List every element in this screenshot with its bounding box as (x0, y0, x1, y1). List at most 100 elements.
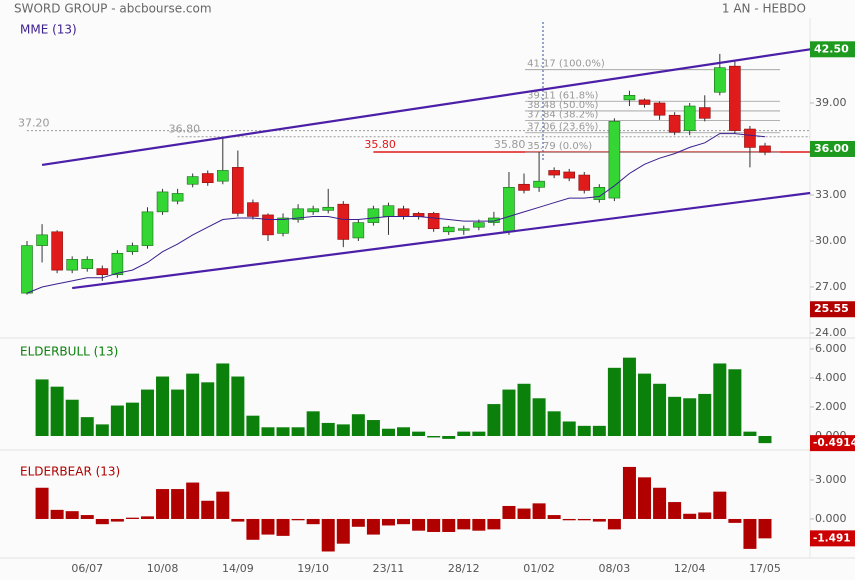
bar (306, 411, 320, 436)
bar (65, 511, 79, 519)
x-tick-label: 17/05 (749, 562, 781, 575)
candle-body (503, 187, 515, 233)
candle-body (96, 268, 109, 276)
candle-body (488, 217, 500, 223)
candle-body (382, 205, 395, 217)
candle-body (714, 67, 726, 93)
bar (472, 431, 486, 436)
bar (80, 515, 94, 519)
bar (397, 518, 411, 525)
candle-body (81, 259, 94, 269)
bar (156, 489, 170, 519)
candle-body (322, 206, 335, 211)
level-label: 35.80 (364, 138, 396, 151)
bar (140, 516, 154, 519)
price-tag-label: 36.00 (814, 142, 849, 155)
y-tick-label: 3.000 (815, 473, 847, 486)
candle-body (427, 213, 440, 230)
bar (683, 398, 697, 436)
candle-body (698, 107, 711, 119)
candle-body (518, 183, 530, 191)
candle-body (262, 214, 274, 236)
candle-body (608, 121, 621, 199)
bar (713, 491, 727, 519)
candle-body (156, 191, 169, 213)
bar (562, 421, 576, 436)
price-tag (810, 140, 855, 157)
bar (95, 518, 109, 525)
candle-body (397, 208, 410, 217)
bar (35, 487, 49, 519)
bar (607, 518, 621, 530)
x-tick-label: 01/02 (523, 562, 555, 575)
candle-body (653, 102, 666, 116)
bar (698, 512, 712, 519)
bar (216, 491, 230, 519)
bar (562, 518, 576, 521)
bar (607, 367, 621, 436)
bar (638, 373, 652, 436)
y-tick-label: 6.000 (815, 342, 847, 355)
candle-body (66, 259, 78, 271)
chart-subtitle: 1 AN - HEBDO (722, 2, 806, 16)
bar (291, 427, 305, 436)
bar (261, 427, 275, 436)
candle-body (186, 176, 199, 185)
candle-body (473, 222, 485, 228)
x-tick-label: 12/04 (674, 562, 706, 575)
x-tick-label: 23/11 (373, 562, 405, 575)
bar (291, 518, 305, 521)
candle-body (457, 228, 470, 231)
bar (276, 427, 290, 436)
y-tick-label: 24.00 (815, 326, 847, 339)
bar (577, 518, 591, 521)
bar (457, 431, 471, 436)
candle-body (593, 187, 606, 200)
bar (622, 357, 636, 436)
bar (457, 518, 471, 530)
price-tag (810, 301, 855, 318)
bar (743, 518, 757, 549)
bar (80, 417, 94, 436)
bar (201, 500, 215, 519)
bar (683, 513, 697, 519)
y-tick-label: 39.00 (815, 96, 847, 109)
value-tag-label: -0.4914 (813, 437, 855, 449)
bar (50, 509, 64, 519)
candle-body (307, 208, 319, 213)
ema-line (26, 133, 766, 294)
price-tag-label: 42.50 (814, 42, 849, 55)
bar (336, 518, 350, 544)
candle-body (563, 171, 576, 179)
y-tick-label: 27.00 (815, 280, 847, 293)
bar (442, 435, 456, 439)
bar (698, 393, 712, 436)
bar (502, 505, 516, 519)
bar (517, 383, 531, 436)
bar (321, 518, 335, 552)
trendline (72, 191, 811, 290)
value-tag-label: -1.491 (813, 532, 851, 544)
candle-body (111, 252, 124, 276)
candle-body (126, 245, 139, 253)
bar (547, 411, 561, 436)
price-tag (810, 41, 855, 58)
fibonacci-label: 39.11 (61.8%) (527, 90, 598, 101)
candle-body (638, 99, 651, 105)
bar (397, 427, 411, 436)
y-tick-label: 33.00 (815, 188, 847, 201)
bar (65, 399, 79, 436)
level-label: 36.80 (169, 123, 201, 136)
annotation: 35.80 (494, 138, 526, 151)
candle-body (759, 145, 771, 153)
bar (246, 518, 260, 540)
candle-body (141, 211, 154, 246)
candle-body (337, 203, 350, 240)
x-tick-label: 19/10 (297, 562, 329, 575)
bar (592, 518, 606, 522)
bar (638, 477, 652, 519)
candle-body (578, 174, 591, 191)
candle-body (623, 94, 636, 101)
bar (381, 428, 395, 436)
